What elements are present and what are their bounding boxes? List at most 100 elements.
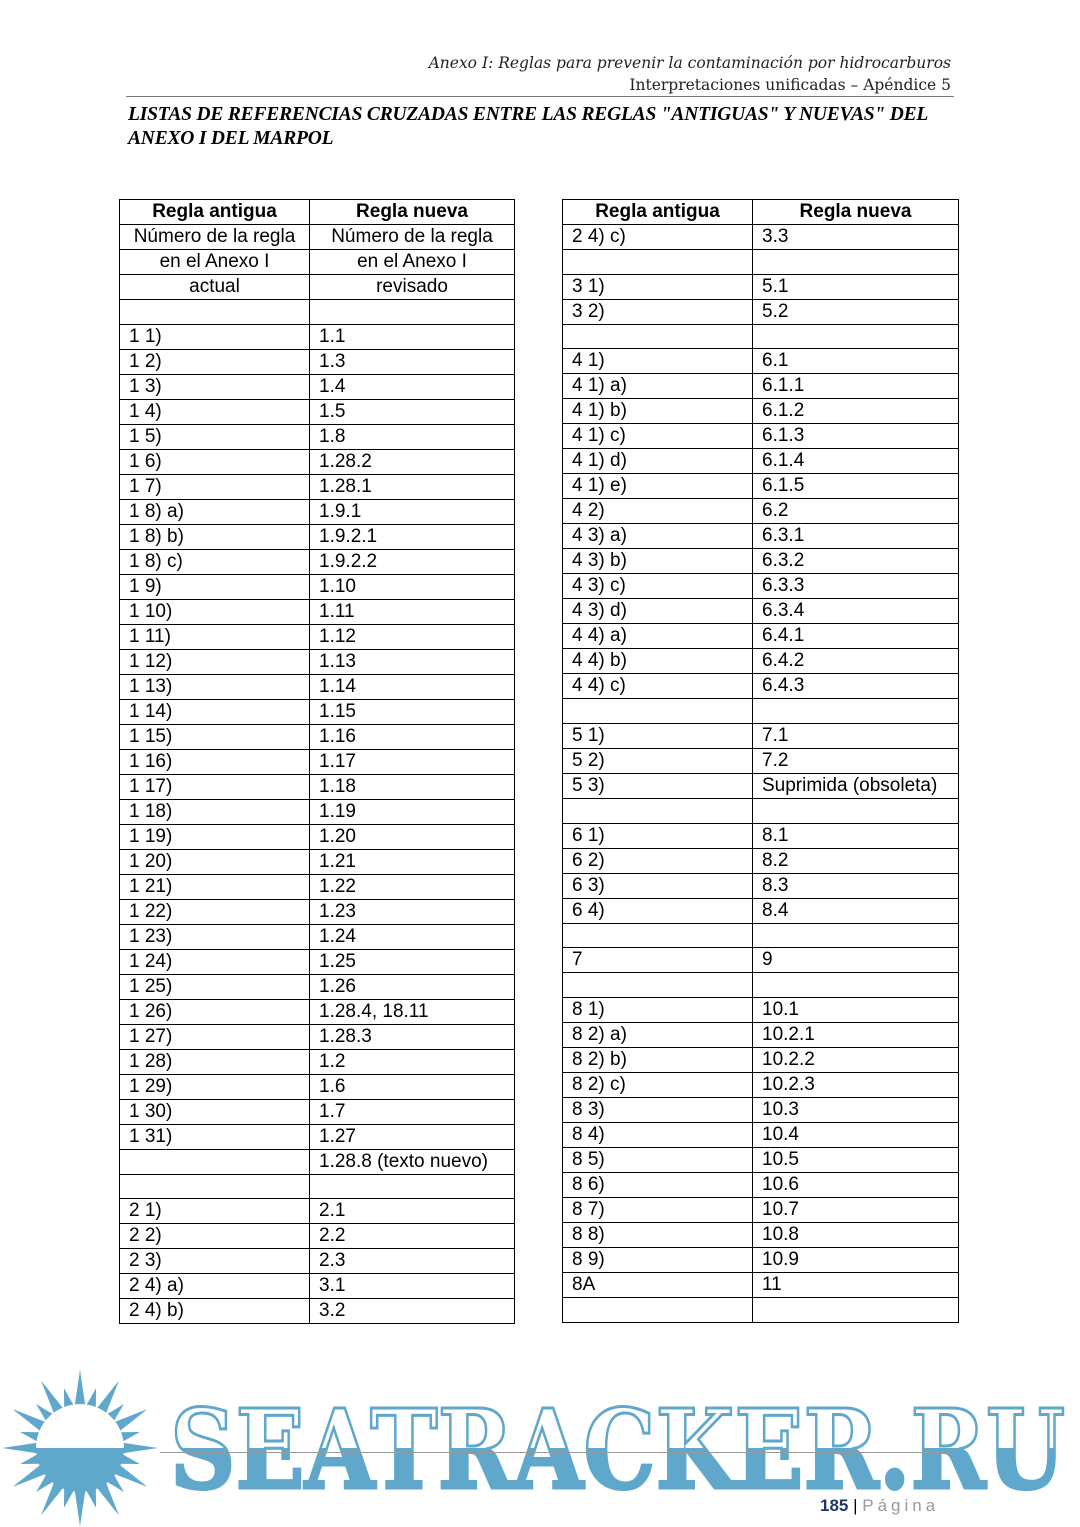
old-rule-cell: 1 21) bbox=[119, 873, 310, 900]
new-rule-cell: 1.1 bbox=[309, 323, 515, 350]
column-header: en el Anexo I bbox=[309, 249, 515, 275]
new-rule-cell: 10.2.2 bbox=[752, 1047, 959, 1074]
table-row bbox=[562, 798, 959, 824]
old-rule-cell: 4 4) c) bbox=[562, 673, 753, 700]
table-row: 8 1) 10.1 bbox=[562, 997, 959, 1024]
page-label: Página bbox=[862, 1496, 940, 1515]
table-row: 1 19) 1.20 bbox=[119, 823, 515, 850]
running-header: Anexo I: Reglas para prevenir la contami… bbox=[429, 52, 951, 96]
new-rule-cell: 1.28.2 bbox=[309, 448, 515, 475]
old-rule-cell: 7 bbox=[562, 947, 753, 974]
table-row: 5 3) Suprimida (obsoleta) bbox=[562, 773, 959, 800]
old-rule-cell: 2 4) b) bbox=[119, 1298, 310, 1325]
old-rule-cell: 3 1) bbox=[562, 273, 753, 300]
new-rule-cell: 6.1 bbox=[752, 348, 959, 375]
new-rule-cell: 10.3 bbox=[752, 1097, 959, 1124]
table-row: 3 1) 5.1 bbox=[562, 273, 959, 300]
old-rule-cell: 1 8) a) bbox=[119, 498, 310, 525]
table-row: 1 16) 1.17 bbox=[119, 748, 515, 775]
column-header: Número de la regla bbox=[309, 224, 515, 250]
old-rule-cell bbox=[562, 1297, 753, 1323]
new-rule-cell: 1.9.2.2 bbox=[309, 548, 515, 575]
table-row: 1 29) 1.6 bbox=[119, 1073, 515, 1100]
sun-ray bbox=[74, 1370, 86, 1409]
table-row: 8 6) 10.6 bbox=[562, 1172, 959, 1199]
table-row: 4 1) d) 6.1.4 bbox=[562, 448, 959, 475]
old-rule-cell: 4 1) c) bbox=[562, 423, 753, 450]
table-row: 1 23) 1.24 bbox=[119, 923, 515, 950]
old-rule-cell: 1 2) bbox=[119, 348, 310, 375]
sun-ray bbox=[111, 1462, 148, 1487]
table-row bbox=[562, 922, 959, 949]
new-rule-cell: 1.25 bbox=[309, 948, 515, 975]
table-row: 4 1) 6.1 bbox=[562, 348, 959, 375]
new-rule-cell: 3.1 bbox=[309, 1273, 515, 1300]
new-rule-cell: 6.1.4 bbox=[752, 448, 959, 475]
header-row: Regla antigua Regla nueva bbox=[562, 199, 959, 225]
new-rule-cell: 1.27 bbox=[309, 1123, 515, 1150]
new-rule-cell: 1.7 bbox=[309, 1098, 515, 1125]
table-row: 6 1) 8.1 bbox=[562, 822, 959, 849]
new-rule-cell bbox=[752, 972, 959, 999]
table-row: 8 9) 10.9 bbox=[562, 1247, 959, 1274]
old-rule-cell: 1 29) bbox=[119, 1073, 310, 1100]
old-rule-cell: 5 1) bbox=[562, 723, 753, 750]
table-row bbox=[562, 323, 959, 350]
new-rule-cell: 6.3.3 bbox=[752, 573, 959, 600]
old-rule-cell: 2 4) a) bbox=[119, 1273, 310, 1300]
table-row: 1 25) 1.26 bbox=[119, 973, 515, 1000]
table-row: 1 4) 1.5 bbox=[119, 398, 515, 425]
new-rule-cell: 6.1.2 bbox=[752, 398, 959, 425]
old-rule-cell: 1 25) bbox=[119, 973, 310, 1000]
old-rule-cell: 1 6) bbox=[119, 448, 310, 475]
new-rule-cell: 1.18 bbox=[309, 773, 515, 800]
table-row: 1 6) 1.28.2 bbox=[119, 448, 515, 475]
new-rule-cell: 6.2 bbox=[752, 498, 959, 525]
table-row: 2 3) 2.3 bbox=[119, 1248, 515, 1275]
table-row: 1 18) 1.19 bbox=[119, 798, 515, 825]
table-row: 1 2) 1.3 bbox=[119, 348, 515, 375]
table-row: 1 28) 1.2 bbox=[119, 1048, 515, 1075]
new-rule-cell: 10.9 bbox=[752, 1247, 959, 1274]
table-row: 5 2) 7.2 bbox=[562, 748, 959, 775]
new-rule-cell bbox=[752, 698, 959, 725]
table-row: 8 2) b) 10.2.2 bbox=[562, 1047, 959, 1074]
header-divider bbox=[126, 96, 954, 97]
old-rule-cell: 1 14) bbox=[119, 698, 310, 725]
new-rule-cell: 6.3.4 bbox=[752, 598, 959, 625]
table-row: 1 7) 1.28.1 bbox=[119, 473, 515, 500]
sun-ray bbox=[41, 1479, 66, 1516]
old-rule-cell bbox=[562, 972, 753, 999]
old-rule-cell: 2 4) c) bbox=[562, 224, 753, 250]
table-row: 8 5) 10.5 bbox=[562, 1147, 959, 1174]
sun-ray bbox=[12, 1462, 49, 1487]
new-rule-cell: 8.2 bbox=[752, 847, 959, 874]
old-rule-cell: 1 13) bbox=[119, 673, 310, 700]
table-row: 1 22) 1.23 bbox=[119, 898, 515, 925]
table-row: 1 17) 1.18 bbox=[119, 773, 515, 800]
header-row: Regla antigua Regla nueva bbox=[119, 199, 515, 225]
old-rule-cell bbox=[562, 249, 753, 275]
table-row: 4 4) c) 6.4.3 bbox=[562, 673, 959, 700]
old-rule-cell: 8 4) bbox=[562, 1122, 753, 1149]
old-rule-cell: 1 9) bbox=[119, 573, 310, 600]
table-row bbox=[562, 972, 959, 999]
seatracker-watermark: SEATRACKER.RU bbox=[2, 1370, 1067, 1526]
new-rule-cell: 1.10 bbox=[309, 573, 515, 600]
table-row: 6 2) 8.2 bbox=[562, 847, 959, 874]
new-rule-cell: 10.5 bbox=[752, 1147, 959, 1174]
right-cross-reference-table: Regla antigua Regla nueva 2 4) c) 3.3 3 1) 5.… bbox=[562, 199, 959, 1323]
column-header: Regla nueva bbox=[752, 199, 959, 225]
table-row: 1 30) 1.7 bbox=[119, 1098, 515, 1125]
table-row: 2 2) 2.2 bbox=[119, 1223, 515, 1250]
table-row: 1 3) 1.4 bbox=[119, 373, 515, 400]
old-rule-cell: 8 9) bbox=[562, 1247, 753, 1274]
new-rule-cell: 2.2 bbox=[309, 1223, 515, 1250]
old-rule-cell: 8 3) bbox=[562, 1097, 753, 1124]
table-row bbox=[562, 698, 959, 725]
table-row: 3 2) 5.2 bbox=[562, 298, 959, 325]
table-row bbox=[562, 249, 959, 275]
table-row: 4 1) b) 6.1.2 bbox=[562, 398, 959, 425]
table-row: 8 2) a) 10.2.1 bbox=[562, 1022, 959, 1049]
old-rule-cell: 1 8) b) bbox=[119, 523, 310, 550]
